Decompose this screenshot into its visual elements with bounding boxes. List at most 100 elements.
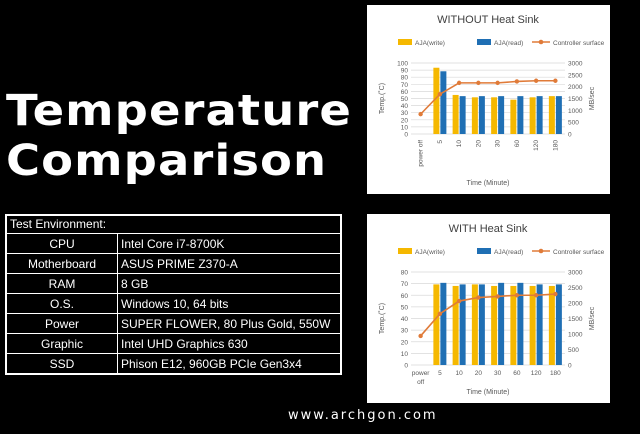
chart-title: WITH Heat Sink [449,223,528,235]
bar-write [433,284,440,365]
y2-tick-label: 2000 [568,84,583,91]
env-key: Graphic [7,333,118,354]
bar-write [433,67,440,134]
x-tick-label: power [412,370,431,377]
env-value: Intel Core i7-8700K [121,236,225,251]
y2-tick-label: 0 [568,132,572,139]
heading-line-1: Temperature [6,86,352,136]
chart-legend: AJA(write) AJA(read) Controller surface [398,248,605,256]
y-tick-label: 90 [401,68,409,75]
controller-surface-point [418,333,423,339]
y-tick-label: 30 [401,110,409,117]
bar-read [536,96,543,134]
chart-legend: AJA(write) AJA(read) Controller surface [398,39,605,47]
y2-tick-label: 3000 [568,270,583,277]
y-tick-label: 10 [401,351,409,358]
x-tick-label: 30 [495,140,502,148]
chart-title: WITHOUT Heat Sink [437,14,539,26]
bar-write [529,97,536,134]
bar-write [529,285,536,365]
env-value: 8 GB [117,273,340,294]
heading-line-2: Comparison [6,136,328,186]
y2-tick-label: 2500 [568,72,583,79]
chart-without-heat-sink: WITHOUT Heat Sink AJA(write) AJA(read) Cont… [367,5,610,194]
env-value: Windows 10, 64 bits [117,293,340,314]
controller-surface-point [533,78,539,83]
env-row: O.S. Windows 10, 64 bits [7,293,340,314]
bar-write [510,285,517,365]
bar-write [471,97,478,134]
env-row: SSD Phison E12, 960GB PCIe Gen3x4 [7,353,340,373]
env-key: O.S. [7,293,118,314]
x-tick-label: 30 [494,370,502,377]
y-tick-label: 0 [404,132,408,139]
y-tick-label: 100 [397,61,408,68]
env-value: ASUS PRIME Z370-A [117,253,340,274]
y-tick-label: 20 [401,117,409,124]
x-tick-label: 60 [514,140,521,148]
y-axis-label: Temp.(˚C) [378,83,386,114]
controller-surface-point [495,294,500,299]
bar-write [452,285,459,365]
legend-label: AJA(read) [494,40,523,47]
controller-surface-line [420,79,556,115]
y2-axis-label: MB/sec [589,306,596,330]
y-tick-label: 60 [401,293,409,300]
x-axis-label: Time (Minute) [467,389,510,396]
y2-tick-label: 1500 [568,316,583,323]
controller-surface-point [533,293,539,298]
chart-with-heat-sink-svg: WITH Heat Sink AJA(write) AJA(read) Control… [378,223,605,396]
test-environment-header: Test Environment: [7,216,340,234]
test-environment-rows: CPU Intel Core i7-8700K Motherboard ASUS PR… [7,234,340,373]
x-tick-label: 180 [550,370,561,377]
bar-read [498,96,505,134]
y2-tick-label: 1500 [568,96,583,103]
controller-surface-point [456,80,462,86]
controller-surface-point [514,79,520,84]
controller-surface-point [553,291,558,297]
legend-label: AJA(write) [415,40,445,47]
env-key: CPU [7,234,118,254]
y-tick-label: 30 [401,328,409,335]
x-tick-label: 10 [456,370,464,377]
env-row: RAM 8 GB [7,273,340,294]
env-value: SUPER FLOWER, 80 Plus Gold, 550W [117,313,340,334]
legend-label: Controller surface [553,40,605,47]
x-tick-label: 60 [513,370,521,377]
controller-surface-point [553,78,558,83]
chart-without-heat-sink-svg: WITHOUT Heat Sink AJA(write) AJA(read) Cont… [378,14,605,187]
legend-swatch [398,248,412,254]
controller-surface-point [514,293,520,298]
x-tick-label: 5 [438,370,442,377]
controller-surface-point [476,80,481,86]
x-tick-label: 180 [552,140,559,151]
bar-write [510,99,517,134]
bar-read [517,96,524,134]
legend-label: Controller surface [553,249,605,256]
bar-read [440,71,447,134]
heading: Temperature Comparison [6,86,351,186]
chart-with-heat-sink: WITH Heat Sink AJA(write) AJA(read) Control… [367,214,610,403]
env-value: Phison E12, 960GB PCIe Gen3x4 [117,353,340,373]
env-value: Intel UHD Graphics 630 [117,333,340,354]
controller-surface-point [495,80,500,86]
bar-write [491,97,498,134]
bar-write [548,285,555,365]
bar-read [478,96,485,134]
bar-read [498,282,505,365]
env-row: Motherboard ASUS PRIME Z370-A [7,253,340,274]
env-row: Power SUPER FLOWER, 80 Plus Gold, 550W [7,313,340,334]
env-key: RAM [7,273,118,294]
legend-marker [538,248,544,254]
bar-read [459,96,466,134]
y-tick-label: 40 [401,316,409,323]
y-tick-label: 0 [404,363,408,370]
bar-read [517,282,524,365]
bar-read [440,282,447,365]
controller-surface-point [437,92,443,97]
y-tick-label: 40 [401,103,409,110]
test-environment-table: Test Environment: CPU Intel Core i7-8700K… [5,214,342,375]
y2-tick-label: 2500 [568,285,583,292]
y2-tick-label: 2000 [568,301,583,308]
env-key: SSD [7,353,118,373]
